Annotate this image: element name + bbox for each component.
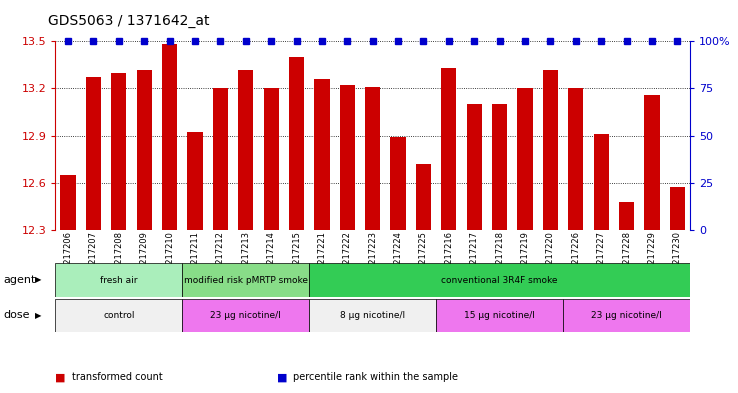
Text: dose: dose bbox=[4, 310, 30, 320]
Bar bbox=[669, 187, 685, 230]
Bar bbox=[187, 132, 203, 230]
Bar bbox=[466, 104, 482, 230]
Bar bbox=[263, 88, 279, 230]
Bar bbox=[517, 88, 533, 230]
Bar bbox=[309, 263, 690, 297]
Bar bbox=[213, 88, 228, 230]
Bar bbox=[415, 164, 431, 230]
Text: conventional 3R4F smoke: conventional 3R4F smoke bbox=[441, 275, 558, 285]
Text: ■: ■ bbox=[55, 372, 66, 382]
Bar bbox=[563, 299, 690, 332]
Text: fresh air: fresh air bbox=[100, 275, 137, 285]
Bar bbox=[365, 87, 380, 230]
Bar bbox=[619, 202, 634, 230]
Bar bbox=[182, 263, 309, 297]
Text: 23 μg nicotine/l: 23 μg nicotine/l bbox=[591, 311, 662, 320]
Bar bbox=[492, 104, 507, 230]
Bar bbox=[86, 77, 101, 230]
Text: ▶: ▶ bbox=[35, 311, 42, 320]
Bar bbox=[162, 44, 177, 230]
Bar bbox=[55, 299, 182, 332]
Text: ■: ■ bbox=[277, 372, 287, 382]
Bar bbox=[314, 79, 330, 230]
Bar bbox=[61, 175, 76, 230]
Bar bbox=[289, 57, 304, 230]
Bar bbox=[339, 85, 355, 230]
Bar bbox=[542, 70, 558, 230]
Text: GDS5063 / 1371642_at: GDS5063 / 1371642_at bbox=[48, 14, 210, 28]
Bar bbox=[436, 299, 563, 332]
Bar bbox=[182, 299, 309, 332]
Bar bbox=[55, 263, 182, 297]
Text: ▶: ▶ bbox=[35, 275, 42, 285]
Bar bbox=[568, 88, 584, 230]
Bar bbox=[238, 70, 253, 230]
Text: 8 μg nicotine/l: 8 μg nicotine/l bbox=[340, 311, 405, 320]
Text: agent: agent bbox=[4, 275, 36, 285]
Text: percentile rank within the sample: percentile rank within the sample bbox=[293, 372, 458, 382]
Bar bbox=[441, 68, 457, 230]
Bar bbox=[390, 137, 406, 230]
Bar bbox=[644, 95, 660, 230]
Text: modified risk pMRTP smoke: modified risk pMRTP smoke bbox=[184, 275, 308, 285]
Bar bbox=[309, 299, 436, 332]
Text: 23 μg nicotine/l: 23 μg nicotine/l bbox=[210, 311, 281, 320]
Bar bbox=[593, 134, 609, 230]
Bar bbox=[111, 73, 126, 230]
Text: 15 μg nicotine/l: 15 μg nicotine/l bbox=[464, 311, 535, 320]
Text: control: control bbox=[103, 311, 134, 320]
Bar bbox=[137, 70, 152, 230]
Text: transformed count: transformed count bbox=[72, 372, 162, 382]
